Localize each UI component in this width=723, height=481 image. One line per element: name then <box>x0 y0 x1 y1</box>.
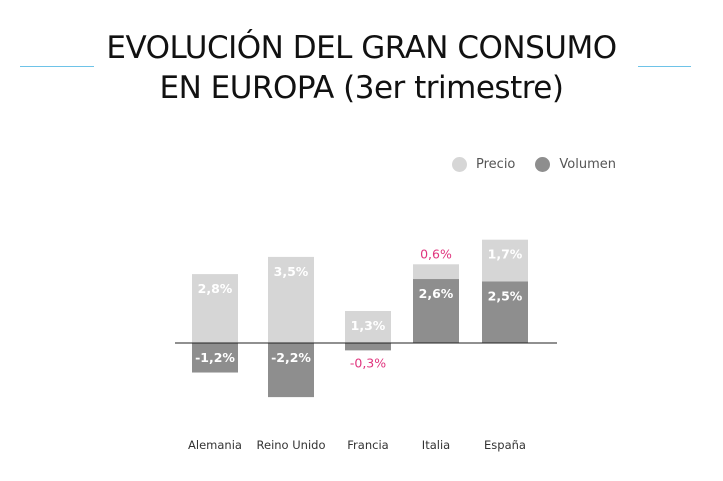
legend-label-volumen: Volumen <box>559 157 616 172</box>
legend-swatch-precio <box>452 157 467 172</box>
bar-precio-espana <box>482 239 528 282</box>
data-label-precio-francia: 1,3% <box>351 318 386 333</box>
bar-precio-reino-unido <box>268 256 314 343</box>
data-label-volumen-reino-unido: -2,2% <box>271 350 311 365</box>
title-line-2: EN EUROPA (3er trimestre) <box>159 70 564 106</box>
legend-swatch-volumen <box>535 157 551 172</box>
title-line-1: EVOLUCIÓN DEL GRAN CONSUMO <box>106 30 617 66</box>
data-label-precio-espana: 1,7% <box>488 247 523 262</box>
data-label-volumen-alemania: -1,2% <box>195 350 235 365</box>
data-label-precio-reino-unido: 3,5% <box>274 264 309 279</box>
bar-precio-italia <box>413 264 459 280</box>
data-label-volumen-francia: -0,3% <box>350 355 386 370</box>
bar-volumen-francia <box>345 343 391 351</box>
category-label-alemania: Alemania <box>188 438 242 452</box>
bar-volumen-alemania <box>192 343 238 373</box>
category-label-espana: España <box>484 438 526 452</box>
data-label-volumen-italia: 2,6% <box>419 286 454 301</box>
legend-item-precio: Precio <box>452 157 515 172</box>
data-label-precio-alemania: 2,8% <box>198 281 233 296</box>
title-rule-left <box>20 66 94 67</box>
category-label-reino-unido: Reino Unido <box>257 438 326 452</box>
category-label-francia: Francia <box>347 438 388 452</box>
title-rule-right <box>638 66 691 67</box>
legend-item-volumen: Volumen <box>535 157 616 172</box>
data-label-precio-italia: 0,6% <box>420 246 452 261</box>
bar-volumen-italia <box>413 279 459 343</box>
bar-volumen-reino-unido <box>268 343 314 398</box>
legend-label-precio: Precio <box>476 157 516 172</box>
chart-legend: Precio Volumen <box>452 157 636 172</box>
chart-title: EVOLUCIÓN DEL GRAN CONSUMO EN EUROPA (3e… <box>0 28 723 108</box>
bar-volumen-espana <box>482 281 528 343</box>
category-label-italia: Italia <box>422 438 450 452</box>
bar-precio-alemania <box>192 274 238 343</box>
data-label-volumen-espana: 2,5% <box>488 289 523 304</box>
bar-precio-francia <box>345 311 391 343</box>
